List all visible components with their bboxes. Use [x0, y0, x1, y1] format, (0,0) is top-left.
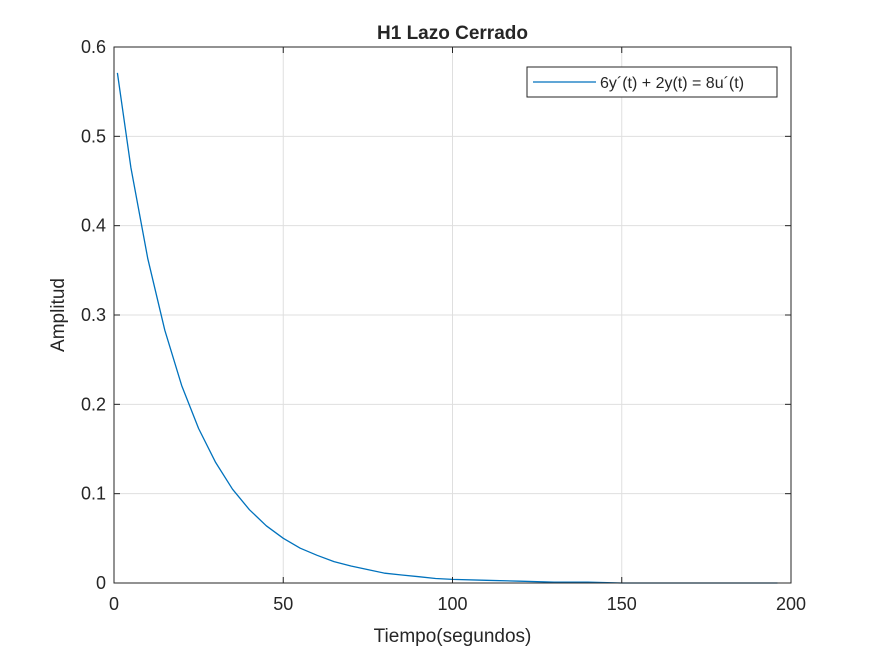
y-tick-label: 0.6 [81, 37, 106, 57]
chart-title: H1 Lazo Cerrado [377, 23, 528, 44]
legend-entry-label: 6y´(t) + 2y(t) = 8u´(t) [600, 75, 744, 92]
legend: 6y´(t) + 2y(t) = 8u´(t) [526, 66, 778, 98]
y-tick-label: 0.4 [81, 216, 106, 236]
x-tick-label: 0 [109, 594, 119, 614]
y-tick-label: 0.2 [81, 394, 106, 414]
ticks: 0 50 100 150 200 0 0.1 0.2 0.3 0.4 0.5 0.6 [81, 37, 806, 614]
y-tick-label: 0.3 [81, 305, 106, 325]
y-tick-label: 0.5 [81, 126, 106, 146]
x-axis-label: Tiempo(segundos) [374, 626, 532, 647]
x-tick-label: 100 [437, 594, 467, 614]
x-tick-label: 150 [607, 594, 637, 614]
y-axis-label: Amplitud [48, 278, 69, 352]
y-tick-label: 0 [96, 573, 106, 593]
grid [114, 47, 791, 583]
x-tick-label: 200 [776, 594, 806, 614]
y-tick-label: 0.1 [81, 484, 106, 504]
x-tick-label: 50 [273, 594, 293, 614]
